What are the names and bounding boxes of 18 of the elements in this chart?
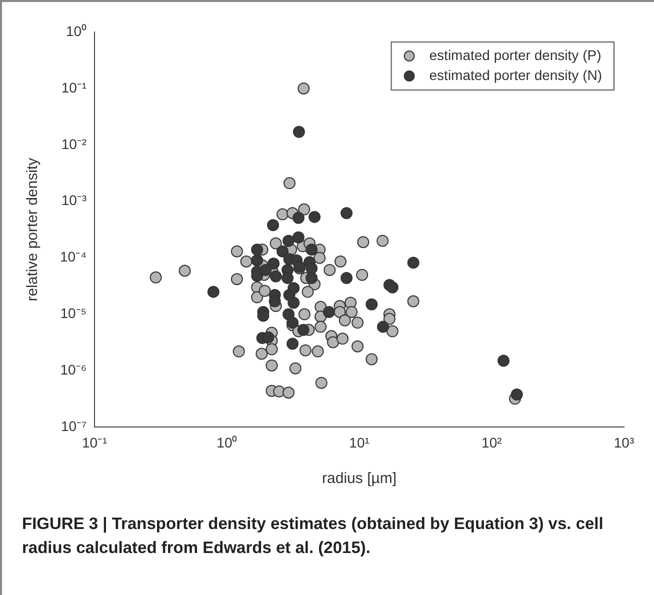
y-tick-label: 10⁻¹ — [61, 79, 87, 96]
x-tick-label: 10⁰ — [216, 434, 238, 450]
legend-label: estimated porter density (N) — [429, 66, 602, 83]
caption: FIGURE 3 | Transporter density estimates (obtained by Equation 3) vs. cell radius calculated from Edwards et al. (2015). — [22, 514, 604, 559]
y-tick-label: 10⁻² — [61, 136, 87, 152]
x-tick-label: 10² — [482, 434, 502, 450]
y-tick-label: 10⁻⁷ — [60, 418, 87, 434]
y-tick-label: 10⁻⁵ — [60, 305, 87, 322]
y-tick-label: 10⁰ — [66, 22, 87, 39]
y-axis-title: relative porter density — [24, 157, 42, 302]
x-tick-label: 10¹ — [349, 434, 370, 450]
x-axis-title: radius [µm] — [322, 470, 397, 488]
x-tick-label: 10³ — [614, 434, 634, 450]
y-tick-label: 10⁻³ — [61, 192, 87, 208]
legend-label: estimated porter density (P) — [429, 46, 602, 63]
x-tick-label: 10⁻¹ — [82, 434, 108, 450]
y-tick-label: 10⁻⁴ — [60, 248, 87, 265]
y-tick-label: 10⁻⁶ — [60, 362, 87, 378]
